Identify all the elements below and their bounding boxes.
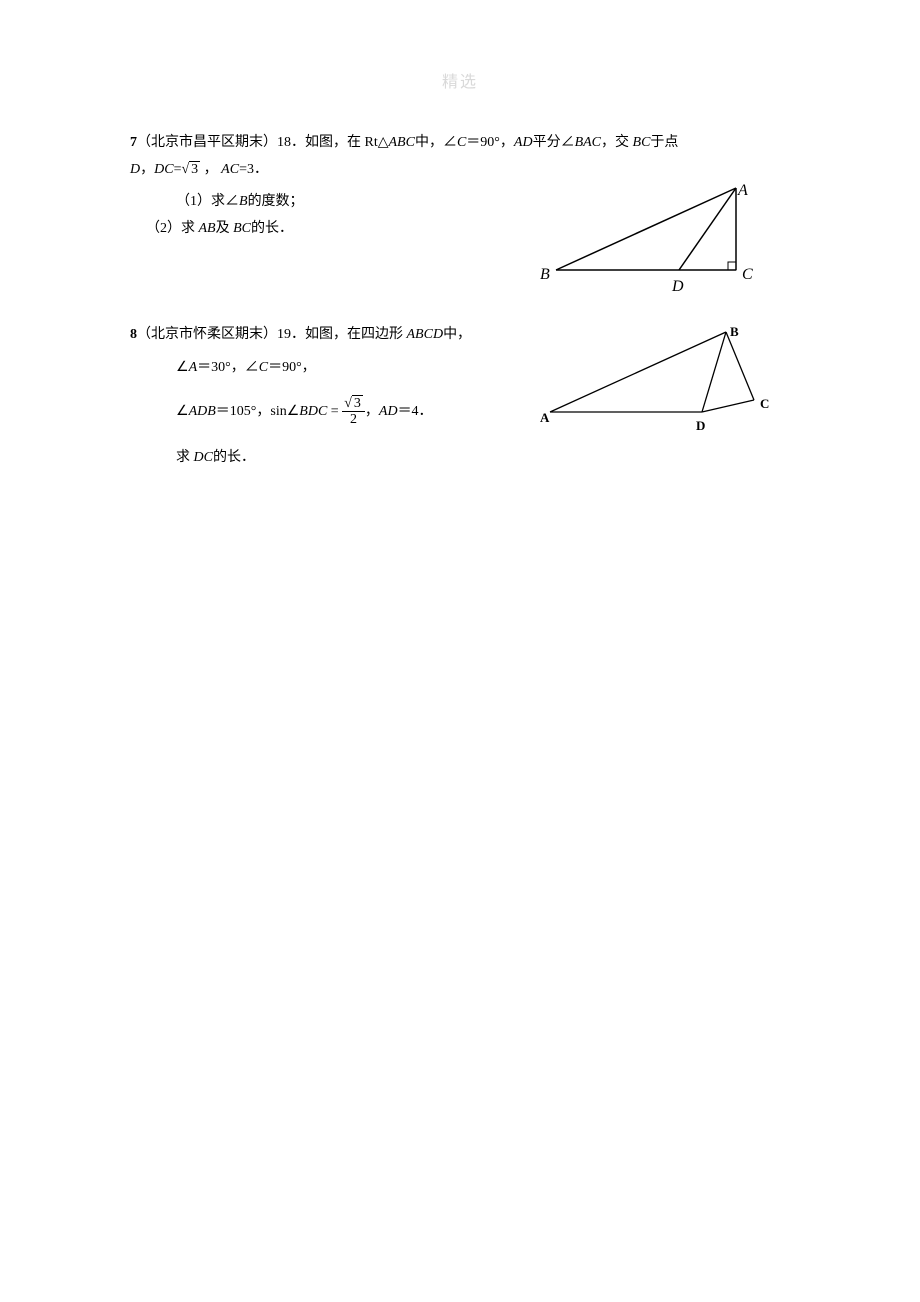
q7-p1c: 的度数； (248, 194, 304, 209)
q7-p2c: 及 (216, 221, 234, 236)
q8-l2a: ∠ (176, 360, 189, 375)
question-8: 8（北京市怀柔区期末）19．如图，在四边形 ABCD中， ∠A＝30°，∠C＝9… (130, 322, 790, 472)
q8-l3d: ， (365, 404, 379, 419)
q8-l4b: DC (194, 450, 213, 465)
q7-ad: AD (514, 135, 533, 150)
q8-l3a: ∠ (176, 404, 189, 419)
q7-p2b: AB (199, 221, 216, 236)
q7-t1: 如图，在 Rt△ (305, 135, 389, 150)
q7-c: C (457, 135, 466, 150)
q8-figure: A B C D (530, 322, 790, 432)
eq-sign: = (327, 404, 342, 419)
q8-ang2: ∠ (287, 404, 300, 419)
q8-bdc: BDC (299, 404, 327, 419)
q8-abcd: ABCD (407, 327, 444, 342)
q7-label-D: D (672, 272, 684, 302)
q7-t4: 平分∠ (533, 135, 575, 150)
q7-p1b: B (239, 194, 248, 209)
q8-l3e: AD (379, 404, 398, 419)
q8-l3f: ＝4． (398, 404, 433, 419)
q7-l2e: ， (200, 162, 221, 177)
q7-line1: 7（北京市昌平区期末）18．如图，在 Rt△ABC中，∠C＝90°，AD平分∠B… (130, 130, 790, 157)
q8-ic: 中， (443, 327, 471, 342)
q8-label-C: C (760, 392, 769, 417)
q7-label-A: A (738, 176, 748, 206)
q7-figure: A B C D (544, 182, 774, 302)
content-area: 7（北京市昌平区期末）18．如图，在 Rt△ABC中，∠C＝90°，AD平分∠B… (130, 130, 790, 532)
q7-line2: D，DC=√3 ， AC=3． (130, 157, 790, 184)
q8-number: 8 (130, 327, 137, 342)
q7-l2g: =3． (239, 162, 268, 177)
q7-label-C: C (742, 260, 753, 290)
q7-source: （北京市昌平区期末）18． (137, 135, 305, 150)
q8-label-A: A (540, 406, 549, 431)
q7-AC: AC (221, 162, 239, 177)
q8-l2d: C (259, 360, 268, 375)
q8-l2c: ＝30°，∠ (197, 360, 259, 375)
q8-l2e: ＝90°， (268, 360, 316, 375)
frac-sqrt: 3 (352, 395, 363, 411)
q7-t3: ＝90°， (466, 135, 514, 150)
q7-p2d: BC (233, 221, 251, 236)
q8-ia: 如图，在四边形 (305, 327, 407, 342)
q8-line4: 求 DC的长． (130, 445, 790, 472)
q7-abc: ABC (389, 135, 415, 150)
q8-l4c: 的长． (213, 450, 255, 465)
q7-t2: 中，∠ (415, 135, 457, 150)
q7-bc1: BC (633, 135, 651, 150)
watermark: 精选 (0, 68, 920, 92)
question-7: 7（北京市昌平区期末）18．如图，在 Rt△ABC中，∠C＝90°，AD平分∠B… (130, 130, 790, 242)
q8-l2b: A (189, 360, 198, 375)
fraction-den: 2 (342, 412, 365, 427)
q8-l4a: 求 (176, 450, 194, 465)
q7-number: 7 (130, 135, 137, 150)
q8-label-D: D (696, 414, 705, 439)
sin-label: sin (270, 404, 286, 419)
q7-t5: ，交 (601, 135, 633, 150)
q8-l3c: ＝105°， (216, 404, 271, 419)
q8-svg (530, 322, 790, 432)
q8-source: （北京市怀柔区期末）19． (137, 327, 305, 342)
q8-l3b: ADB (189, 404, 216, 419)
q7-l2b: ， (140, 162, 154, 177)
page: 精选 7（北京市昌平区期末）18．如图，在 Rt△ABC中，∠C＝90°，AD平… (0, 0, 920, 1302)
sqrt-sign-2: √ (344, 396, 352, 411)
q7-sqrt3: 3 (189, 161, 200, 177)
q7-bac: BAC (575, 135, 601, 150)
q7-t6: 于点 (650, 135, 678, 150)
q7-DC: DC (154, 162, 173, 177)
q7-label-B: B (540, 260, 550, 290)
q7-p2a: （2）求 (146, 221, 199, 236)
q7-p2e: 的长． (251, 221, 293, 236)
q8-label-B: B (730, 320, 739, 345)
q7-D: D (130, 162, 140, 177)
fraction: √32 (342, 396, 365, 428)
fraction-num: √3 (342, 396, 365, 412)
q7-p1a: （1）求∠ (176, 194, 239, 209)
